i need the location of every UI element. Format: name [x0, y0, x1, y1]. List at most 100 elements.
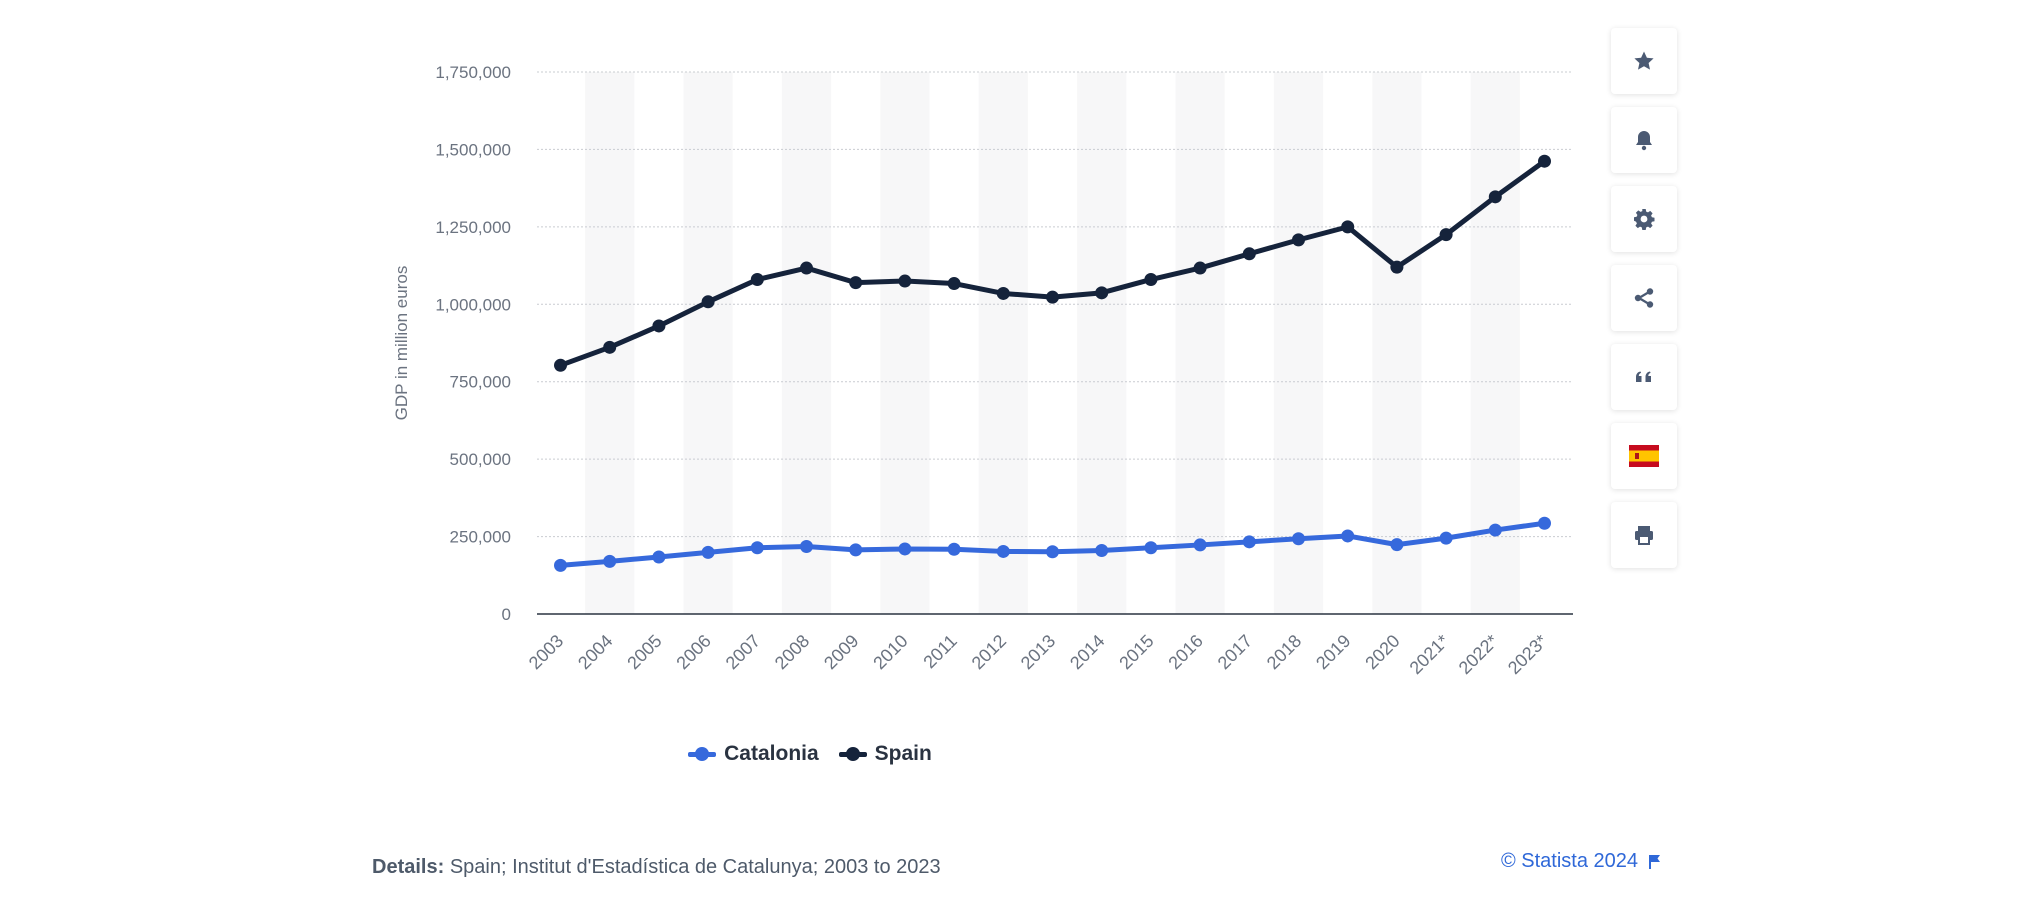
x-tick-label: 2008 [771, 631, 813, 673]
x-tick-label: 2018 [1263, 631, 1305, 673]
x-tick-label: 2013 [1017, 631, 1059, 673]
spain-flag-icon [1629, 445, 1659, 467]
data-point-catalonia[interactable] [1095, 544, 1109, 558]
chart-legend: Catalonia Spain [0, 742, 1620, 766]
y-tick-label: 1,750,000 [435, 63, 511, 82]
column-band [683, 72, 733, 614]
data-point-spain[interactable] [1488, 190, 1502, 204]
details-footnote: Details: Spain; Institut d'Estadística d… [372, 856, 941, 879]
data-point-catalonia[interactable] [1488, 523, 1502, 537]
data-point-catalonia[interactable] [898, 542, 912, 556]
data-point-catalonia[interactable] [1341, 529, 1355, 543]
x-tick-label: 2017 [1214, 631, 1256, 673]
data-point-spain[interactable] [947, 277, 961, 291]
column-band [1175, 72, 1225, 614]
flag-icon [1649, 854, 1660, 869]
x-tick-label: 2007 [722, 631, 764, 673]
data-point-spain[interactable] [750, 273, 764, 287]
x-tick-label: 2012 [968, 631, 1010, 673]
y-tick-label: 1,250,000 [435, 218, 511, 237]
data-point-catalonia[interactable] [947, 542, 961, 556]
data-point-catalonia[interactable] [1242, 535, 1256, 549]
data-point-spain[interactable] [849, 276, 863, 290]
data-point-spain[interactable] [1046, 290, 1059, 304]
x-tick-label: 2006 [672, 631, 714, 673]
data-point-spain[interactable] [1292, 233, 1305, 247]
column-band [880, 72, 930, 614]
x-tick-label: 2014 [1066, 631, 1108, 673]
legend-swatch-spain [838, 747, 867, 761]
y-tick-label: 250,000 [450, 528, 511, 547]
legend-item-spain[interactable]: Spain [838, 742, 932, 766]
data-point-catalonia[interactable] [1538, 516, 1551, 530]
x-tick-label: 2019 [1312, 631, 1354, 673]
details-label: Details: [372, 856, 445, 878]
column-band [1372, 72, 1422, 614]
column-band [978, 72, 1028, 614]
data-point-catalonia[interactable] [1193, 538, 1207, 552]
data-point-catalonia[interactable] [652, 550, 666, 564]
x-tick-label: 2023* [1504, 631, 1551, 678]
data-point-spain[interactable] [1390, 260, 1404, 274]
x-tick-label: 2022* [1455, 631, 1502, 678]
print-icon [1635, 526, 1653, 545]
notification-button[interactable] [1611, 107, 1677, 173]
data-point-spain[interactable] [1095, 286, 1109, 300]
region-button[interactable] [1611, 423, 1677, 489]
data-point-spain[interactable] [1538, 154, 1551, 168]
data-point-spain[interactable] [1341, 220, 1355, 234]
copyright-link[interactable]: © Statista 2024 [1501, 850, 1662, 873]
favorite-button[interactable] [1611, 28, 1677, 94]
data-point-spain[interactable] [554, 358, 567, 372]
legend-swatch-catalonia [688, 747, 717, 761]
cite-button[interactable] [1611, 344, 1677, 410]
data-point-spain[interactable] [652, 319, 666, 333]
share-icon [1634, 288, 1654, 308]
data-point-catalonia[interactable] [701, 545, 715, 559]
x-tick-label: 2003 [525, 631, 567, 673]
data-point-catalonia[interactable] [996, 544, 1010, 558]
y-tick-label: 750,000 [450, 373, 511, 392]
legend-item-catalonia[interactable]: Catalonia [688, 742, 819, 766]
data-point-catalonia[interactable] [603, 554, 617, 568]
data-point-catalonia[interactable] [1439, 531, 1453, 545]
bell-icon [1636, 131, 1652, 151]
quote-icon [1636, 371, 1651, 382]
y-axis-label: GDP in million euros [392, 266, 411, 421]
x-tick-label: 2020 [1361, 631, 1403, 673]
data-point-spain[interactable] [1193, 261, 1207, 275]
x-tick-label: 2011 [919, 631, 961, 673]
data-point-spain[interactable] [603, 340, 617, 354]
column-band [1077, 72, 1127, 614]
settings-button[interactable] [1611, 186, 1677, 252]
data-point-catalonia[interactable] [554, 558, 567, 572]
y-tick-label: 0 [502, 605, 511, 624]
print-button[interactable] [1611, 502, 1677, 568]
legend-label-catalonia: Catalonia [724, 742, 819, 765]
data-point-catalonia[interactable] [800, 539, 813, 553]
share-button[interactable] [1611, 265, 1677, 331]
data-point-spain[interactable] [1242, 247, 1256, 261]
data-point-spain[interactable] [1439, 228, 1453, 242]
data-point-catalonia[interactable] [750, 541, 764, 555]
data-point-spain[interactable] [800, 261, 813, 275]
data-point-catalonia[interactable] [1046, 545, 1059, 559]
column-band [781, 72, 832, 614]
data-point-catalonia[interactable] [849, 543, 863, 557]
data-point-catalonia[interactable] [1144, 541, 1158, 555]
data-point-spain[interactable] [1144, 273, 1158, 287]
data-point-spain[interactable] [898, 274, 912, 288]
gear-icon [1634, 209, 1655, 230]
data-point-spain[interactable] [701, 295, 715, 309]
data-point-catalonia[interactable] [1292, 532, 1305, 546]
y-tick-label: 1,000,000 [435, 295, 511, 314]
data-point-spain[interactable] [996, 286, 1010, 300]
x-tick-label: 2016 [1164, 631, 1206, 673]
column-band [1273, 72, 1324, 614]
x-tick-label: 2010 [869, 631, 911, 673]
y-tick-label: 500,000 [450, 450, 511, 469]
data-point-catalonia[interactable] [1390, 538, 1404, 552]
x-tick-label: 2009 [820, 631, 862, 673]
